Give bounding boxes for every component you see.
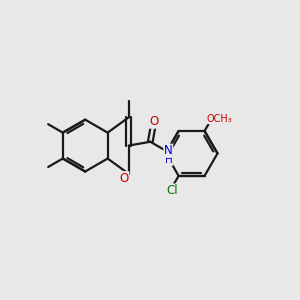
Text: OCH₃: OCH₃ xyxy=(206,114,232,124)
Text: Cl: Cl xyxy=(166,184,178,197)
Text: H: H xyxy=(165,155,173,165)
Text: O: O xyxy=(120,172,129,185)
Text: N: N xyxy=(164,144,172,157)
Text: O: O xyxy=(149,115,158,128)
